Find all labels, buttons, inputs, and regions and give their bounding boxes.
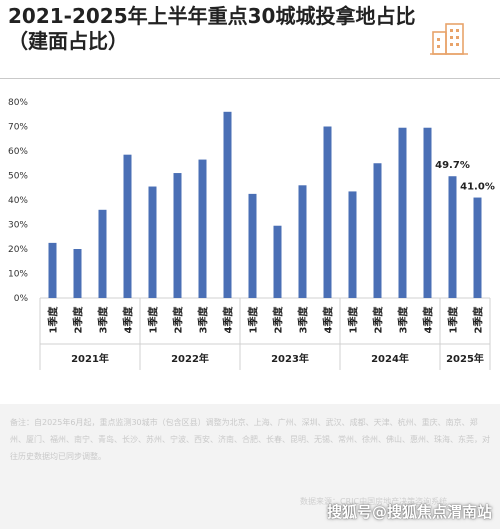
bar [73,249,82,298]
category-label: 3季度 [197,306,210,334]
bar [373,163,382,298]
footer-note: 备注：自2025年6月起，重点监测30城市（包含区县）调整为北京、上海、广州、深… [10,418,490,461]
category-label: 4季度 [422,306,435,334]
y-tick-label: 20% [8,245,28,255]
category-label: 2季度 [172,306,185,334]
bar [448,176,457,298]
category-label: 3季度 [297,306,310,334]
category-label: 1季度 [147,306,160,334]
year-label: 2024年 [371,352,409,365]
title-divider [0,78,500,79]
category-label: 1季度 [47,306,60,334]
category-label: 1季度 [247,306,260,334]
bar [423,127,432,298]
year-label: 2023年 [271,352,309,365]
y-tick-label: 10% [8,270,28,280]
year-label: 2022年 [171,352,209,365]
category-label: 4季度 [222,306,235,334]
data-label: 49.7% [435,160,470,171]
bar [473,197,482,298]
bar [273,225,282,298]
bar [98,209,107,298]
category-label: 4季度 [122,306,135,334]
chart-title: 2021-2025年上半年重点30城城投拿地占比（建面占比） [8,4,416,53]
y-tick-label: 30% [8,221,28,231]
bar [323,126,332,298]
footer-panel: 备注：自2025年6月起，重点监测30城市（包含区县）调整为北京、上海、广州、深… [0,404,500,529]
watermark: 搜狐号@搜狐焦点渭南站 [326,503,492,521]
year-label: 2021年 [71,352,109,365]
data-label: 41.0% [460,182,495,193]
bar-chart: 0% 10% 20% 30% 40% 50% 60% 70% 80% 1季度 2季度 3季度 4季度 1季… [8,98,495,370]
category-label: 3季度 [97,306,110,334]
category-label: 2季度 [272,306,285,334]
bar [173,173,182,298]
bar [198,159,207,298]
bar [398,127,407,298]
y-tick-label: 40% [8,196,28,206]
bar [298,185,307,298]
bar [48,242,57,298]
year-label: 2025年 [446,352,484,365]
category-label: 2季度 [372,306,385,334]
y-tick-label: 70% [8,123,28,133]
bar [223,111,232,298]
y-tick-label: 80% [8,98,28,108]
y-tick-label: 60% [8,147,28,157]
category-label: 1季度 [347,306,360,334]
bar [348,191,357,298]
data-source: 数据来源：CRIC中国房地产决策咨询系统 [300,497,448,506]
building-icon [430,23,468,55]
bar [123,154,132,298]
category-label: 4季度 [322,306,335,334]
category-label: 2季度 [72,306,85,334]
bar [248,193,257,298]
y-tick-label: 50% [8,172,28,182]
category-label: 1季度 [447,306,460,334]
category-label: 2季度 [472,306,485,334]
bar [148,186,157,298]
y-tick-label: 0% [14,294,29,304]
category-label: 3季度 [397,306,410,334]
